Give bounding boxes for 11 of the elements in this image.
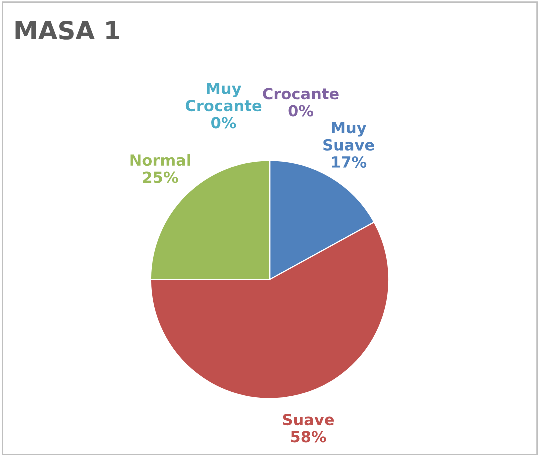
slice-label: Normal bbox=[130, 154, 190, 166]
text: 0% bbox=[288, 105, 314, 117]
data-label: 17% bbox=[332, 156, 367, 168]
data-label: 25% bbox=[143, 172, 178, 184]
chart-title: MASA 1 bbox=[16, 21, 120, 40]
text: 0% bbox=[212, 117, 236, 129]
category-label: Crocante bbox=[263, 88, 339, 100]
slice-label: Suave bbox=[283, 414, 334, 426]
slice-label: Muy Suave bbox=[324, 122, 374, 151]
data-label: 58% bbox=[291, 431, 326, 443]
category-label: Muy Crocante bbox=[186, 83, 262, 112]
